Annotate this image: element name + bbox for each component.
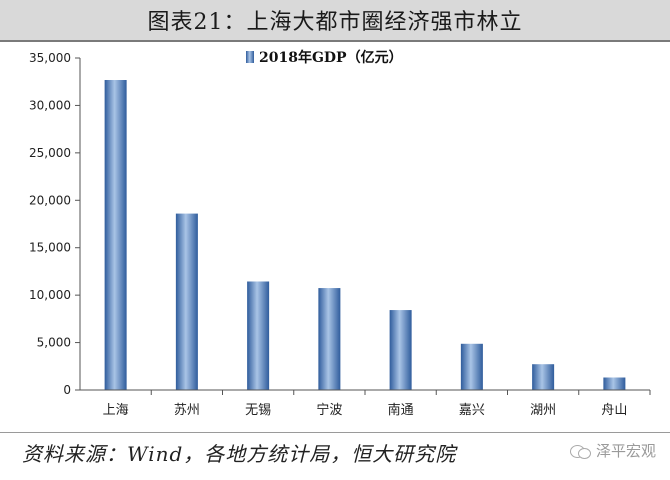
bar [318, 288, 341, 390]
x-tick-label: 湖州 [530, 403, 556, 418]
x-tick-label: 舟山 [601, 403, 627, 418]
y-axis: 0 5,000 10,000 15,000 20,000 25,000 30,000 35,0… [29, 51, 81, 397]
legend-swatch [246, 51, 254, 63]
wechat-icon [569, 443, 592, 459]
bars-group [104, 80, 626, 390]
x-tick-label: 宁波 [316, 402, 342, 418]
source-note: 资料来源：Wind，各地方统计局，恒大研究院 [22, 442, 457, 466]
x-axis: 上海 苏州 无锡 宁波 南通 嘉兴 湖州 舟山 [80, 389, 651, 418]
x-tick-label: 苏州 [174, 402, 200, 418]
bar [532, 364, 555, 390]
bar-chart: 0 5,000 10,000 15,000 20,000 25,000 30,000 35,0… [29, 49, 651, 418]
bar [389, 310, 412, 390]
watermark: 泽平宏观 [569, 440, 656, 461]
y-tick-label: 35,000 [29, 51, 71, 65]
bar [603, 377, 626, 390]
y-tick-label: 30,000 [29, 98, 71, 112]
bar [175, 213, 198, 390]
y-tick-label: 5,000 [37, 336, 71, 350]
page-title: 图表21：上海大都市圈经济强市林立 [0, 0, 670, 40]
bar [247, 281, 270, 390]
y-tick-label: 10,000 [29, 288, 71, 302]
legend: 2018年GDP（亿元） [246, 49, 403, 66]
x-tick-label: 无锡 [245, 403, 271, 418]
title-divider [0, 40, 670, 42]
y-tick-label: 25,000 [29, 146, 71, 160]
watermark-text: 泽平宏观 [595, 442, 656, 460]
x-tick-label: 嘉兴 [459, 403, 485, 418]
y-tick-label: 15,000 [29, 241, 71, 255]
y-tick-label: 20,000 [29, 193, 71, 207]
footer-divider [0, 432, 670, 433]
y-tick-label: 0 [63, 383, 71, 397]
legend-label: 2018年GDP（亿元） [259, 49, 403, 66]
x-tick-label: 上海 [103, 403, 129, 418]
bar [460, 343, 483, 390]
chart-title: 图表21：上海大都市圈经济强市林立 [147, 10, 523, 35]
x-tick-label: 南通 [388, 402, 414, 418]
bar [104, 80, 127, 390]
